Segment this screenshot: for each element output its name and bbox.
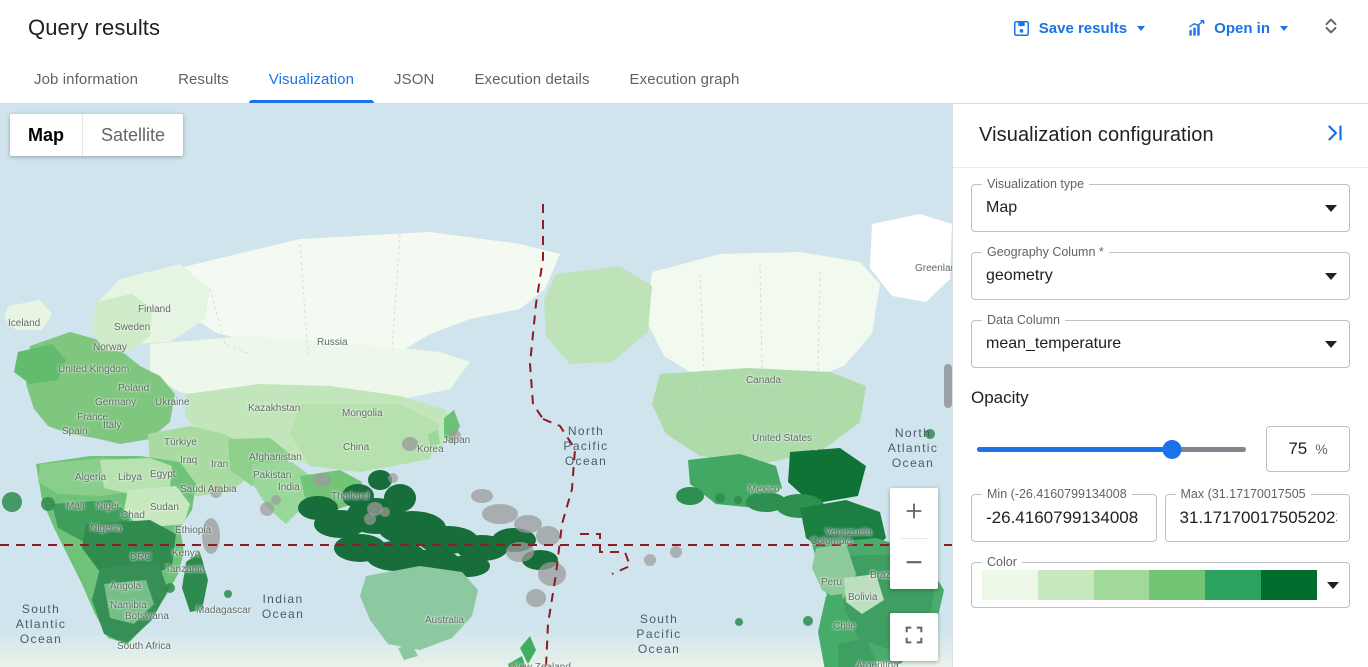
map-type-switch[interactable]: Map Satellite	[10, 114, 184, 156]
color-swatch-5	[1261, 570, 1317, 600]
min-max-row: Min (-26.4160799134008 -26.4160799134008…	[971, 487, 1350, 542]
opacity-slider-fill	[977, 446, 1173, 452]
map-visualization[interactable]: North Pacific Ocean North Atlantic Ocean Sou…	[0, 104, 952, 667]
color-swatch-1	[1037, 570, 1094, 600]
zoom-in-button[interactable]	[890, 488, 938, 538]
map-type-map[interactable]: Map	[10, 114, 83, 156]
zoom-out-button[interactable]	[890, 539, 938, 589]
chevron-down-icon	[1280, 25, 1288, 31]
visualization-type-label: Visualization type	[982, 177, 1090, 191]
color-ramp-swatches	[982, 570, 1317, 600]
geography-column-select[interactable]: Geography Column * geometry	[971, 245, 1350, 300]
tab-results[interactable]: Results	[178, 71, 229, 88]
opacity-value: 75	[1288, 439, 1308, 458]
map-type-satellite[interactable]: Satellite	[101, 124, 166, 145]
chevron-down-icon[interactable]	[1325, 204, 1337, 212]
panel-resize-handle[interactable]	[944, 363, 952, 408]
page-title: Query results	[28, 15, 161, 40]
page-body: North Pacific Ocean North Atlantic Ocean Sou…	[0, 104, 1368, 667]
chevron-down-icon[interactable]	[1327, 581, 1339, 589]
chevron-down-icon[interactable]	[1325, 272, 1337, 280]
opacity-label: Opacity	[971, 388, 1029, 407]
save-results-icon	[1012, 19, 1031, 38]
fullscreen-button[interactable]	[890, 613, 938, 661]
config-panel-title: Visualization configuration	[979, 124, 1214, 146]
collapse-panel-icon	[1324, 122, 1346, 149]
geography-column-label: Geography Column *	[982, 245, 1109, 259]
zoom-divider	[901, 538, 927, 539]
tab-execution-details[interactable]: Execution details	[474, 71, 590, 88]
page-header: Query results Save results	[0, 0, 1368, 56]
opacity-row: 75 %	[971, 426, 1350, 472]
data-column-value: mean_temperature	[986, 335, 1122, 352]
opacity-slider[interactable]	[971, 438, 1252, 460]
min-input[interactable]: Min (-26.4160799134008 -26.4160799134008	[971, 487, 1157, 542]
min-label: Min (-26.4160799134008	[982, 487, 1132, 501]
max-input[interactable]: Max (31.17170017505 31.171700175052023	[1164, 487, 1350, 542]
minus-icon	[903, 551, 925, 578]
collapse-panel-button[interactable]	[1320, 118, 1350, 153]
map-canvas[interactable]	[0, 104, 952, 667]
open-in-label: Open in	[1214, 19, 1270, 37]
opacity-value-input[interactable]: 75 %	[1266, 426, 1350, 472]
save-results-button[interactable]: Save results	[1002, 13, 1155, 44]
plus-icon	[903, 500, 925, 527]
tab-execution-graph[interactable]: Execution graph	[629, 71, 740, 88]
expand-collapse-icon	[1320, 15, 1342, 42]
visualization-type-value: Map	[986, 199, 1018, 216]
save-results-label: Save results	[1038, 19, 1128, 37]
config-panel-header: Visualization configuration	[953, 104, 1368, 168]
color-swatch-2	[1093, 570, 1150, 600]
max-value: 31.171700175052023	[1179, 508, 1338, 527]
max-label: Max (31.17170017505	[1175, 487, 1311, 501]
tab-job-information[interactable]: Job information	[34, 71, 139, 88]
color-ramp-select[interactable]: Color	[971, 555, 1350, 608]
fullscreen-icon	[903, 624, 925, 651]
tab-json[interactable]: JSON	[394, 71, 435, 88]
result-tabs: Job information Results Visualization JS…	[0, 56, 1368, 104]
opacity-slider-knob[interactable]	[1162, 439, 1182, 459]
color-swatch-4	[1205, 570, 1262, 600]
visualization-type-select[interactable]: Visualization type Map	[971, 177, 1350, 232]
map-zoom-controls[interactable]	[890, 488, 938, 589]
color-label: Color	[982, 555, 1022, 569]
chevron-down-icon	[1137, 25, 1146, 31]
chevron-down-icon[interactable]	[1325, 340, 1337, 348]
color-swatch-0	[982, 570, 1038, 600]
data-column-label: Data Column	[982, 313, 1065, 327]
percent-symbol: %	[1315, 441, 1328, 457]
color-swatch-3	[1149, 570, 1206, 600]
data-column-select[interactable]: Data Column mean_temperature	[971, 313, 1350, 368]
geography-column-value: geometry	[986, 267, 1053, 284]
config-panel-body: Visualization type Map Geography Column …	[953, 168, 1368, 667]
min-value: -26.4160799134008	[986, 508, 1139, 527]
visualization-configuration-panel: Visualization configuration Visualizatio…	[952, 104, 1368, 667]
chart-icon	[1187, 19, 1206, 38]
expand-collapse-button[interactable]	[1314, 11, 1348, 45]
tab-visualization[interactable]: Visualization	[248, 56, 375, 103]
open-in-button[interactable]: Open in	[1177, 13, 1298, 44]
